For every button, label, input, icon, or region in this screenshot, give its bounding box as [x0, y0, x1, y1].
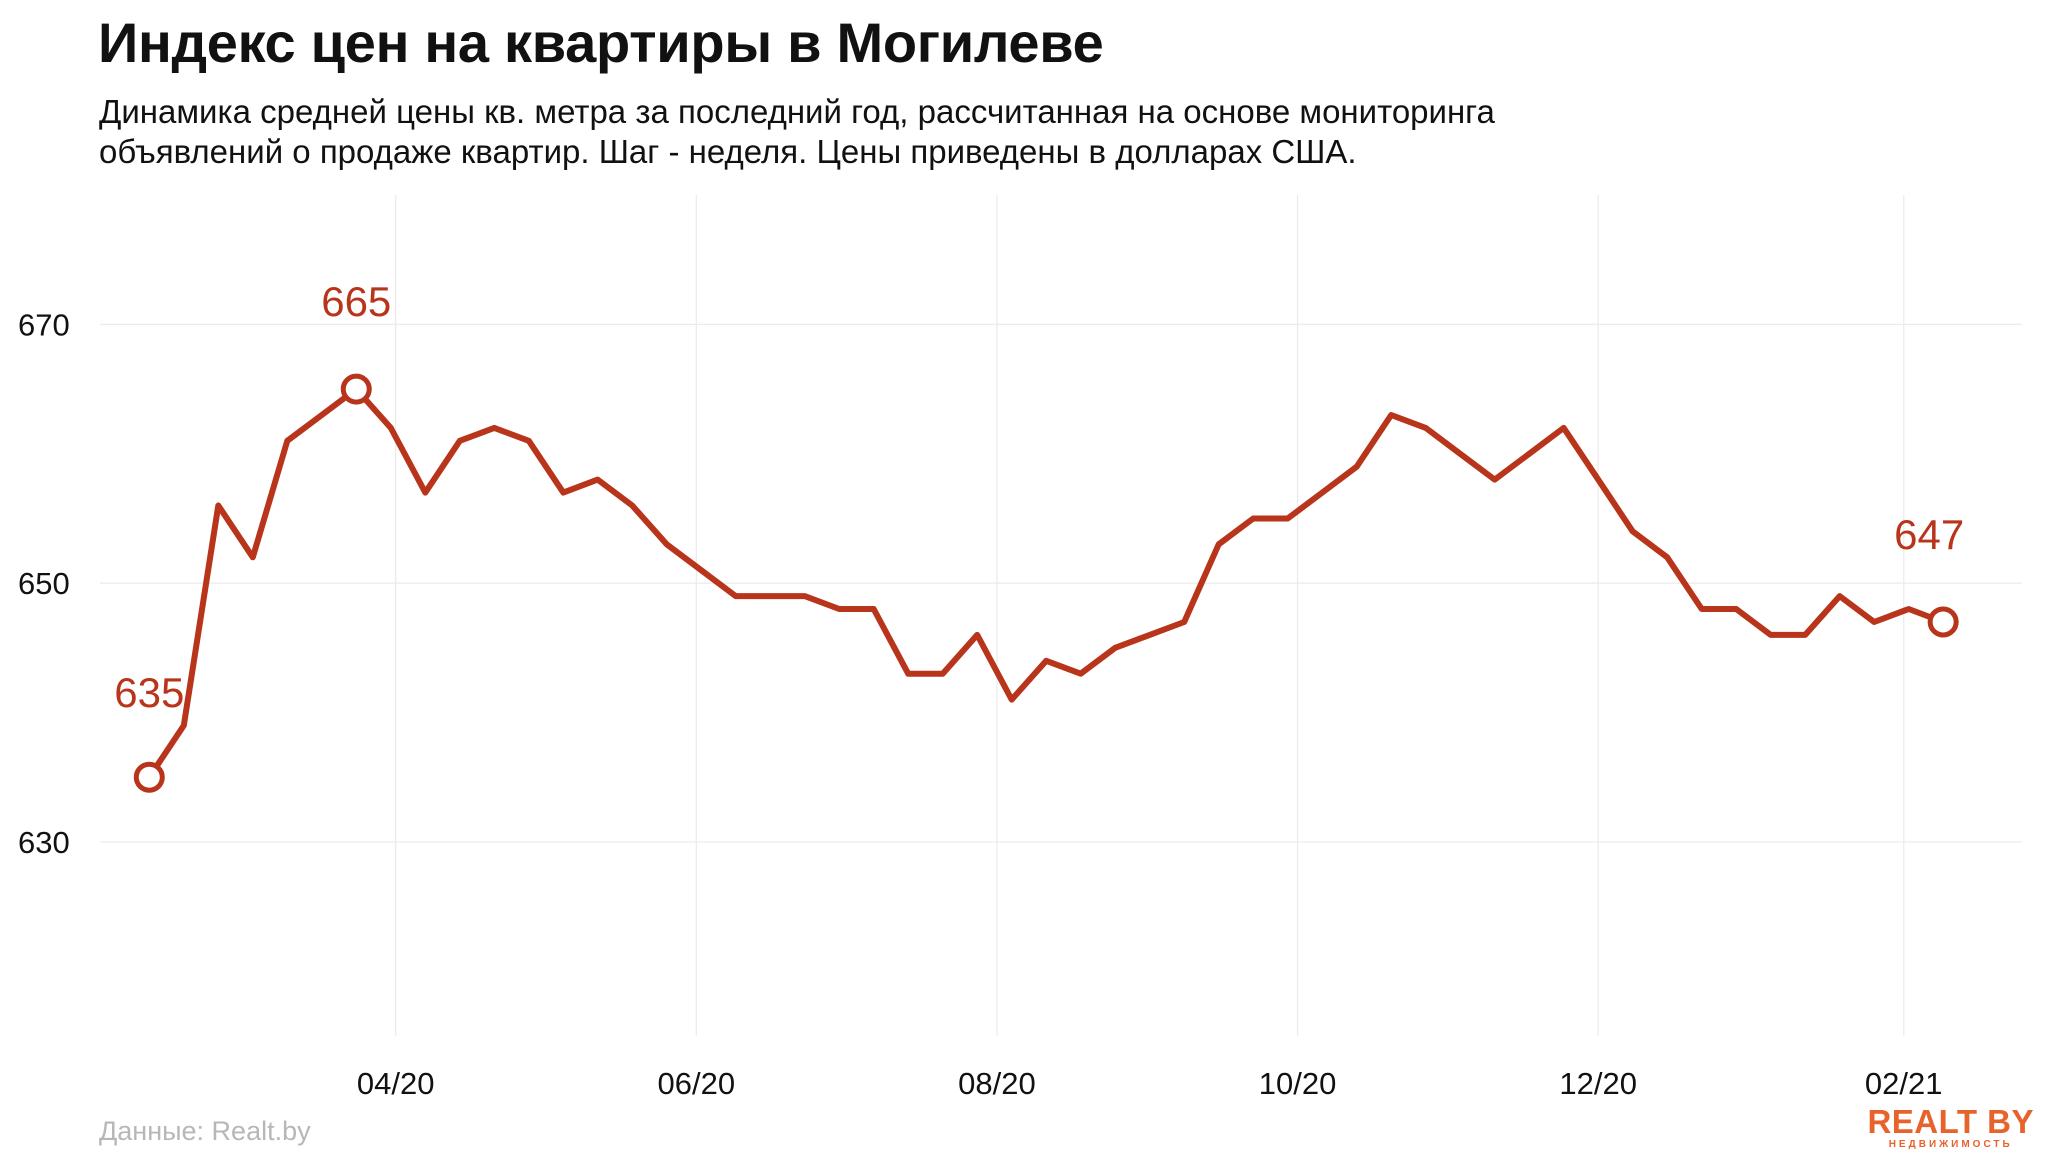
x-tick-label-12/20: 12/20	[1559, 1066, 1637, 1101]
logo-tagline: НЕДВИЖИМОСТЬ	[1888, 1139, 2013, 1150]
series-layer	[146, 386, 1947, 781]
chart-gridlines	[100, 195, 2022, 1036]
y-axis-tick-labels: 630 650 670	[18, 307, 70, 860]
subtitle-line-1: Динамика средней цены кв. метра за после…	[99, 93, 1495, 130]
annotation-label-647: 647	[1894, 511, 1964, 558]
x-tick-label-10/20: 10/20	[1259, 1066, 1337, 1101]
annotation-layer: 635 665 647	[114, 278, 1964, 793]
annotation-marker-635	[133, 761, 165, 793]
chart-subtitle: Динамика средней цены кв. метра за после…	[99, 92, 1999, 172]
x-tick-label-02/21: 02/21	[1865, 1066, 1943, 1101]
realt-logo: REALT BY НЕДВИЖИМОСТЬ	[1867, 1105, 2034, 1151]
x-axis-tick-labels: 04/20 06/20 08/20 10/20 12/20 02/21	[357, 1066, 1943, 1101]
x-tick-label-08/20: 08/20	[958, 1066, 1036, 1101]
annotation-label-635: 635	[114, 669, 184, 716]
annotation-label-665: 665	[321, 278, 391, 325]
x-tick-label-04/20: 04/20	[357, 1066, 435, 1101]
y-tick-label-670: 670	[18, 307, 70, 342]
chart-title: Индекс цен на квартиры в Могилеве	[98, 11, 1104, 74]
x-tick-label-06/20: 06/20	[658, 1066, 736, 1101]
data-source-note: Данные: Realt.by	[99, 1116, 311, 1146]
annotation-marker-665	[340, 373, 372, 405]
subtitle-line-2: объявлений о продаже квартир. Шаг - неде…	[99, 133, 1357, 170]
price-series-line	[146, 386, 1947, 781]
logo-wordmark: REALT BY	[1867, 1103, 2034, 1140]
y-tick-label-650: 650	[18, 566, 70, 601]
annotation-marker-647	[1927, 606, 1959, 638]
y-tick-label-630: 630	[18, 825, 70, 860]
